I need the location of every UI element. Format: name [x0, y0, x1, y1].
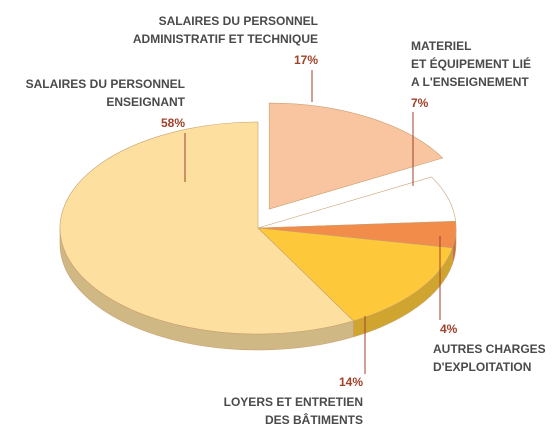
value-label: 4%: [440, 322, 458, 336]
slice-label: LOYERS ET ENTRETIEN: [224, 395, 363, 409]
value-label: 17%: [294, 53, 318, 67]
value-label: 58%: [161, 116, 185, 130]
slice-label: DES BÂTIMENTS: [265, 412, 363, 426]
value-label: 14%: [339, 375, 363, 389]
slice-label: MATERIEL: [411, 39, 471, 53]
slice-label: SALAIRES DU PERSONNEL: [159, 14, 318, 28]
slice-label: D'EXPLOITATION: [433, 360, 531, 374]
value-label: 7%: [411, 96, 429, 110]
slice-label: ET ÉQUIPEMENT LIÉ: [411, 56, 531, 71]
slice-label: SALAIRES DU PERSONNEL: [26, 77, 185, 91]
slice: [59, 121, 354, 335]
slice-label: AUTRES CHARGES: [433, 342, 546, 356]
slice-label: ENSEIGNANT: [106, 95, 185, 109]
slice: [268, 102, 444, 210]
slice-label: ADMINISTRATIF ET TECHNIQUE: [133, 32, 318, 46]
slice-label: A L'ENSEIGNEMENT: [411, 75, 529, 89]
